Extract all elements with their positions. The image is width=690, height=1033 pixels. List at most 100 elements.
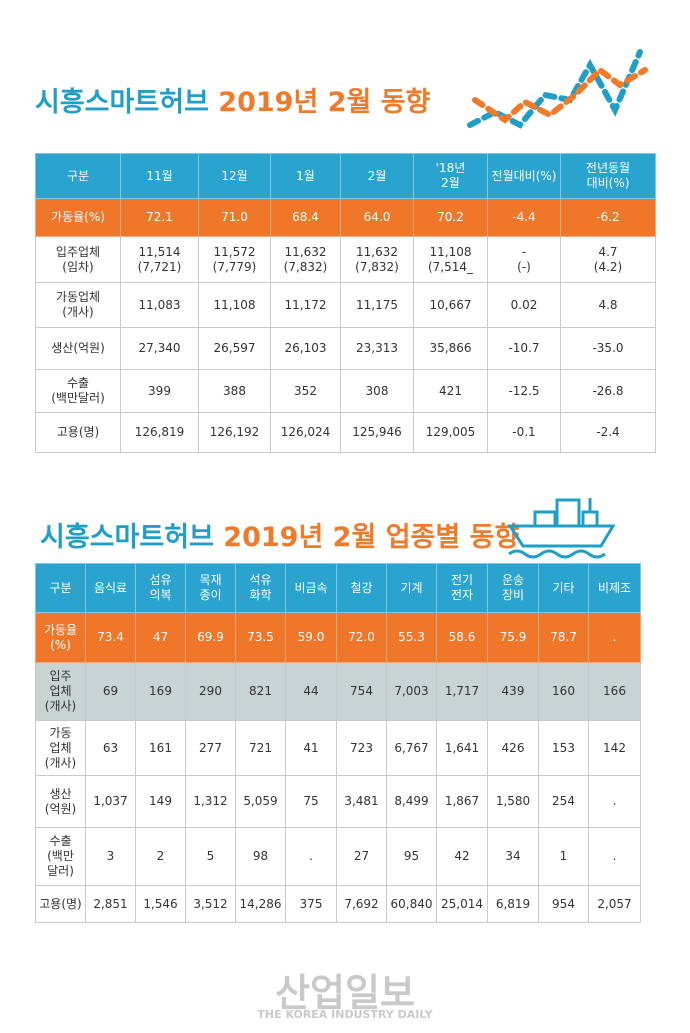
cell: 26,103: [270, 327, 341, 370]
cell: 68.4: [270, 198, 341, 237]
table-row: 가동율(%) 72.1 71.0 68.4 64.0 70.2 -4.4 -6.2: [35, 198, 656, 237]
header-cell: 구분: [35, 153, 121, 199]
cell: 169: [135, 662, 186, 721]
cell: 고용(명): [35, 885, 86, 923]
cell: .: [588, 612, 641, 663]
cell: 71.0: [198, 198, 271, 237]
cell: 25,014: [436, 885, 488, 923]
header-cell: 11월: [120, 153, 199, 199]
cell: -26.8: [560, 369, 656, 413]
cell: 입주업체 (임차): [35, 236, 121, 283]
cell: 754: [336, 662, 387, 721]
header-row: 구분 음식료 섬유 의복 목재 종이 석유 화학 비금속 철강 기계 전기 전자 운송 장비 기타 비…: [35, 563, 641, 613]
cell: 3,481: [336, 775, 387, 828]
header-cell: 기타: [538, 563, 589, 613]
cell: .: [588, 827, 641, 886]
cell: .: [588, 775, 641, 828]
cell: -10.7: [487, 327, 561, 370]
cell: 388: [198, 369, 271, 413]
cell: 고용(명): [35, 412, 121, 453]
cell: -6.2: [560, 198, 656, 237]
table-row: 고용(명) 2,851 1,546 3,512 14,286 375 7,692 60,840…: [35, 885, 641, 923]
cell: 78.7: [538, 612, 589, 663]
cell: 1,546: [135, 885, 186, 923]
title: 시흥스마트허브 2019년 2월 동향: [35, 80, 430, 119]
cell: 352: [270, 369, 341, 413]
cell: 입주 업체 (개사): [35, 662, 86, 721]
table-row: 생산(억원) 27,340 26,597 26,103 23,313 35,866 -10.…: [35, 327, 656, 370]
header-cell: 2월: [340, 153, 414, 199]
header-cell: 전기 전자: [436, 563, 488, 613]
cell: 160: [538, 662, 589, 721]
table-row: 수출 (백만달러) 399 388 352 308 421 -12.5 -26.8: [35, 369, 656, 413]
cell: 11,083: [120, 282, 199, 328]
cell: 1,580: [487, 775, 539, 828]
cell: 721: [235, 720, 286, 776]
cell: 439: [487, 662, 539, 721]
cell: 55.3: [386, 612, 437, 663]
cell: 0.02: [487, 282, 561, 328]
cell: 44: [285, 662, 337, 721]
table-2: 구분 음식료 섬유 의복 목재 종이 석유 화학 비금속 철강 기계 전기 전자 운송 장비 기타 비…: [35, 563, 641, 923]
header-cell: 운송 장비: [487, 563, 539, 613]
cell: 가동율 (%): [35, 612, 86, 663]
cell: -2.4: [560, 412, 656, 453]
cell: 7,003: [386, 662, 437, 721]
cell: 1,641: [436, 720, 488, 776]
table-row: 가동업체 (개사) 11,083 11,108 11,172 11,175 10,667 0…: [35, 282, 656, 328]
cell: 75.9: [487, 612, 539, 663]
cell: 11,572 (7,779): [198, 236, 271, 283]
cell: 125,946: [340, 412, 414, 453]
watermark-sub: THE KOREA INDUSTRY DAILY: [257, 1008, 433, 1021]
cell: 14,286: [235, 885, 286, 923]
cell: 72.1: [120, 198, 199, 237]
table-row: 생산 (억원) 1,037 149 1,312 5,059 75 3,481 8,499 1,8…: [35, 775, 641, 828]
cell: 153: [538, 720, 589, 776]
table-1: 구분 11월 12월 1월 2월 '18년 2월 전월대비(%) 전년동월 대비(%) 가동율(…: [35, 153, 656, 453]
cell: 98: [235, 827, 286, 886]
cell: 11,632 (7,832): [270, 236, 341, 283]
cell: 73.4: [85, 612, 136, 663]
cell: 126,819: [120, 412, 199, 453]
cell: 375: [285, 885, 337, 923]
cell: 47: [135, 612, 186, 663]
cell: -12.5: [487, 369, 561, 413]
cell: 58.6: [436, 612, 488, 663]
cell: 954: [538, 885, 589, 923]
cell: 308: [340, 369, 414, 413]
cell: 가동율(%): [35, 198, 121, 237]
table-row: 수출 (백만 달러) 3 2 5 98. 27 95 42 34 1.: [35, 827, 641, 886]
header-cell: 비제조: [588, 563, 641, 613]
cell: 129,005: [413, 412, 488, 453]
cell: 42: [436, 827, 488, 886]
cell: 1,867: [436, 775, 488, 828]
cell: 35,866: [413, 327, 488, 370]
cell: 723: [336, 720, 387, 776]
cell: 290: [185, 662, 236, 721]
header-cell: 기계: [386, 563, 437, 613]
cell: 27: [336, 827, 387, 886]
cell: 75: [285, 775, 337, 828]
cell: 11,108 (7,514_: [413, 236, 488, 283]
cell: 4.8: [560, 282, 656, 328]
trend-icon: [467, 49, 648, 129]
brand: 시흥스마트허브: [35, 87, 209, 118]
cell: 11,172: [270, 282, 341, 328]
cell: 64.0: [340, 198, 414, 237]
cell: 73.5: [235, 612, 286, 663]
cell: 254: [538, 775, 589, 828]
header-cell: 1월: [270, 153, 341, 199]
cell: -35.0: [560, 327, 656, 370]
cell: -4.4: [487, 198, 561, 237]
cell: 4.7 (4.2): [560, 236, 656, 283]
cell: 126,024: [270, 412, 341, 453]
cell: 가동 업체 (개사): [35, 720, 86, 776]
cell: 11,632 (7,832): [340, 236, 414, 283]
cell: 수출 (백만달러): [35, 369, 121, 413]
cell: 63: [85, 720, 136, 776]
cell: 95: [386, 827, 437, 886]
cell: 41: [285, 720, 337, 776]
header-cell: 목재 종이: [185, 563, 236, 613]
cell: 166: [588, 662, 641, 721]
